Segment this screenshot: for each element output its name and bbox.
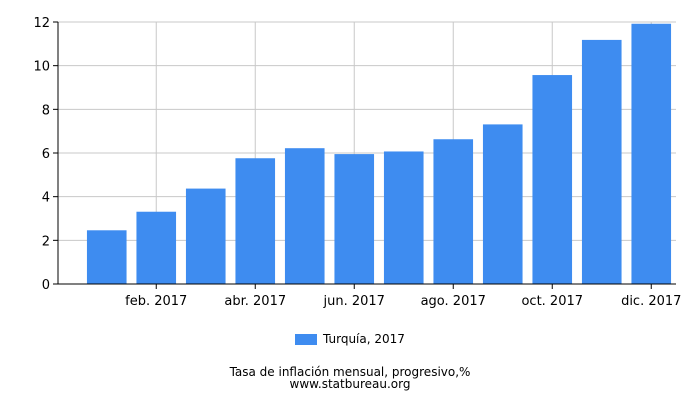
bar-nov-2017 bbox=[581, 39, 622, 284]
y-tick-label: 12 bbox=[33, 16, 50, 31]
bar-oct-2017 bbox=[532, 75, 573, 285]
legend: Turquía, 2017 bbox=[295, 332, 405, 346]
chart-title: Tasa de inflación mensual, progresivo,% bbox=[229, 365, 471, 379]
x-tick-label: ago. 2017 bbox=[421, 294, 486, 309]
bar-jul-2017 bbox=[383, 151, 424, 284]
x-tick-label: abr. 2017 bbox=[224, 294, 286, 309]
bar-ago-2017 bbox=[433, 139, 474, 284]
x-tick-label: dic. 2017 bbox=[621, 294, 681, 309]
y-tick-label: 6 bbox=[42, 147, 50, 162]
bar-dic-2017 bbox=[631, 23, 672, 284]
x-tick-label: feb. 2017 bbox=[125, 294, 187, 309]
source-link[interactable]: www.statbureau.org bbox=[289, 377, 411, 391]
bar-abr-2017 bbox=[235, 158, 276, 284]
y-tick-label: 0 bbox=[42, 278, 50, 293]
legend-swatch bbox=[295, 333, 317, 345]
x-tick-label: oct. 2017 bbox=[521, 294, 583, 309]
x-tick-label: jun. 2017 bbox=[323, 294, 385, 309]
bar-may-2017 bbox=[284, 148, 325, 284]
axes bbox=[53, 21, 676, 289]
y-tick-label: 10 bbox=[33, 60, 50, 75]
bar-feb-2017 bbox=[136, 211, 177, 284]
bars bbox=[86, 23, 672, 285]
bar-chart: 0 2 4 6 8 10 12 feb. 2017 abr. 2017 jun. 2017 ago… bbox=[33, 16, 681, 309]
y-tick-label: 8 bbox=[42, 103, 50, 118]
y-tick-label: 2 bbox=[42, 234, 50, 249]
bar-mar-2017 bbox=[185, 188, 226, 284]
bar-jun-2017 bbox=[334, 154, 375, 284]
legend-label: Turquía, 2017 bbox=[323, 332, 405, 346]
bar-ene-2017 bbox=[86, 230, 127, 284]
y-axis-ticks: 0 2 4 6 8 10 12 bbox=[33, 16, 50, 293]
x-axis-ticks: feb. 2017 abr. 2017 jun. 2017 ago. 2017 oct.… bbox=[125, 294, 681, 309]
y-tick-label: 4 bbox=[42, 191, 50, 206]
bar-sep-2017 bbox=[482, 124, 523, 284]
